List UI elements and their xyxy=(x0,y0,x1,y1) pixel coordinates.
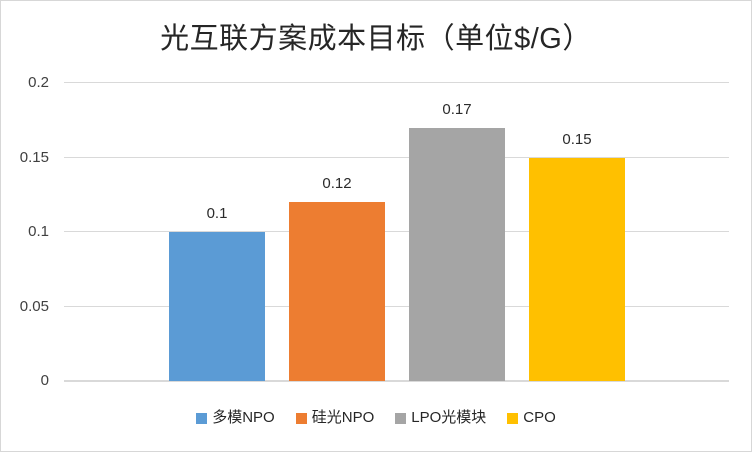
x-axis-line xyxy=(64,380,729,383)
bar-1 xyxy=(169,232,265,381)
legend-swatch xyxy=(196,412,208,424)
y-axis-tick-label: 0.2 xyxy=(28,74,49,91)
legend-label: CPO xyxy=(523,409,556,426)
chart-legend: 多模NPO 硅光NPO LPO光模块 CPO xyxy=(1,408,751,428)
legend-item: LPO光模块 xyxy=(395,408,486,428)
legend-item: 硅光NPO xyxy=(295,408,375,428)
gridline xyxy=(64,82,729,84)
legend-label: 多模NPO xyxy=(212,409,275,426)
bar-value-label: 0.12 xyxy=(322,175,352,193)
bar-value-label: 0.15 xyxy=(562,130,592,148)
legend-swatch xyxy=(507,412,519,424)
legend-swatch xyxy=(395,412,407,424)
legend-swatch xyxy=(295,412,307,424)
legend-item: CPO xyxy=(507,408,556,428)
y-axis-tick-label: 0.15 xyxy=(19,148,49,166)
gridline xyxy=(64,156,729,158)
bar-2 xyxy=(289,202,385,381)
bar-3 xyxy=(409,127,505,381)
legend-label: 硅光NPO xyxy=(311,409,375,426)
gridline xyxy=(64,305,729,307)
gridline xyxy=(64,231,729,233)
bar-value-label: 0.17 xyxy=(442,100,472,118)
bar-value-label: 0.1 xyxy=(206,205,228,222)
y-axis-tick-label: 0.1 xyxy=(28,223,49,240)
legend-item: 多模NPO xyxy=(196,408,275,428)
y-axis-tick-label: 0 xyxy=(40,372,49,389)
legend-label: LPO光模块 xyxy=(411,409,487,426)
chart-title: 光互联方案成本目标（单位$/G） xyxy=(160,23,592,55)
y-axis-tick-label: 0.05 xyxy=(19,297,49,315)
bar-4 xyxy=(529,157,625,381)
